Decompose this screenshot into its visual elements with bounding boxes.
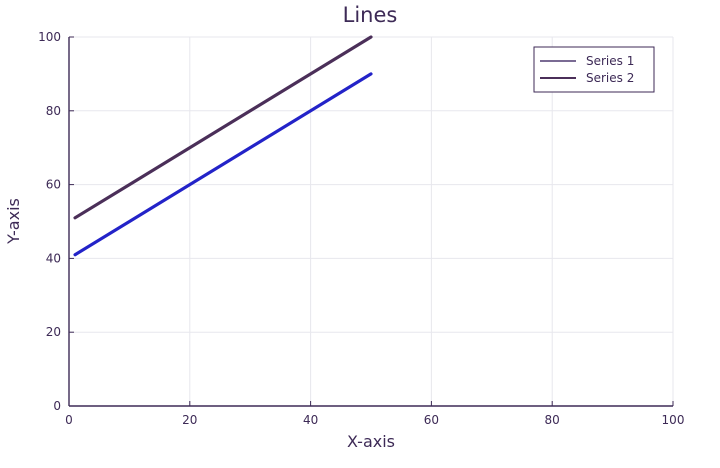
y-tick-label-40: 40 <box>46 251 61 265</box>
series-line-1 <box>73 72 373 257</box>
y-tick-label-0: 0 <box>53 399 61 413</box>
axes: 0 20 40 60 80 100 0 20 40 60 80 100 <box>38 30 684 427</box>
series-line-2 <box>73 35 373 220</box>
x-tick-label-80: 80 <box>545 413 560 427</box>
x-tick-label-100: 100 <box>662 413 685 427</box>
legend-label-2: Series 2 <box>586 71 634 85</box>
legend-label-1: Series 1 <box>586 54 634 68</box>
legend-box <box>533 46 655 93</box>
y-axis-label: Y-axis <box>4 198 23 245</box>
x-axis-label: X-axis <box>347 432 395 451</box>
chart-title: Lines <box>343 3 398 27</box>
y-tick-label-100: 100 <box>38 30 61 44</box>
x-tick-label-0: 0 <box>65 413 73 427</box>
x-tick-label-20: 20 <box>182 413 197 427</box>
legend: Series 1 Series 2 <box>533 46 655 93</box>
x-tick-label-40: 40 <box>303 413 318 427</box>
y-tick-label-60: 60 <box>46 178 61 192</box>
y-tick-label-20: 20 <box>46 325 61 339</box>
y-tick-label-80: 80 <box>46 104 61 118</box>
series-lines <box>73 35 373 257</box>
x-tick-label-60: 60 <box>424 413 439 427</box>
